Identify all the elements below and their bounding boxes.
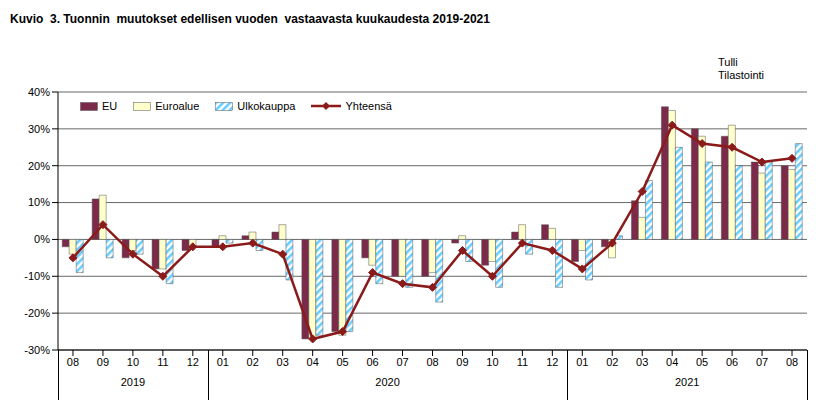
svg-text:05: 05 — [336, 356, 348, 368]
svg-text:08: 08 — [426, 356, 438, 368]
html-text:Tilastointi: Tilastointi — [718, 69, 765, 81]
svg-text:05: 05 — [696, 356, 708, 368]
svg-text:-30%: -30% — [24, 344, 50, 356]
svg-text:01: 01 — [576, 356, 588, 368]
svg-text:11: 11 — [157, 356, 168, 368]
svg-text:06: 06 — [366, 356, 378, 368]
svg-text:20%: 20% — [28, 160, 50, 172]
html-text:Euroalue: Euroalue — [155, 100, 200, 112]
svg-text:03: 03 — [277, 356, 289, 368]
svg-text:10: 10 — [127, 356, 139, 368]
svg-text:06: 06 — [726, 356, 738, 368]
svg-text:30%: 30% — [28, 123, 50, 135]
svg-text:08: 08 — [786, 356, 798, 368]
svg-text:0%: 0% — [34, 233, 50, 245]
html-text:2019: 2019 — [120, 376, 146, 388]
svg-text:04: 04 — [307, 356, 319, 368]
html-text:EU: EU — [102, 100, 118, 112]
svg-text:03: 03 — [636, 356, 648, 368]
svg-text:02: 02 — [606, 356, 618, 368]
svg-text:02: 02 — [247, 356, 259, 368]
svg-text:01: 01 — [217, 356, 229, 368]
svg-text:04: 04 — [666, 356, 678, 368]
svg-text:08: 08 — [67, 356, 79, 368]
svg-text:40%: 40% — [28, 86, 50, 98]
svg-text:-10%: -10% — [24, 270, 50, 282]
html-text:2021: 2021 — [674, 376, 700, 388]
svg-text:12: 12 — [187, 356, 199, 368]
html-text:Tulli: Tulli — [718, 56, 738, 68]
html-text:Yhteensä: Yhteensä — [345, 100, 392, 112]
html-text:Ulkokauppa: Ulkokauppa — [237, 100, 296, 112]
html-text:2020: 2020 — [375, 376, 400, 388]
svg-text:10%: 10% — [28, 196, 50, 208]
svg-text:-20%: -20% — [24, 307, 50, 319]
svg-text:07: 07 — [396, 356, 408, 368]
svg-text:12: 12 — [546, 356, 558, 368]
svg-text:11: 11 — [517, 356, 528, 368]
svg-text:09: 09 — [97, 356, 109, 368]
svg-text:09: 09 — [456, 356, 468, 368]
svg-text:07: 07 — [756, 356, 768, 368]
html-text:Kuvio 3. Tuonnin muutokset ede: Kuvio 3. Tuonnin muutokset edellisen vuo… — [10, 12, 490, 26]
svg-text:10: 10 — [486, 356, 498, 368]
